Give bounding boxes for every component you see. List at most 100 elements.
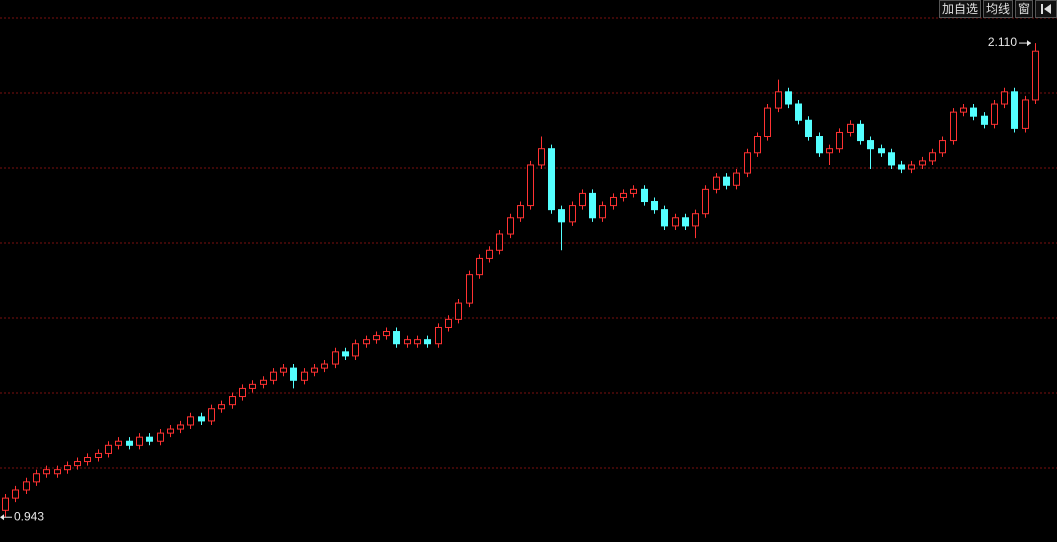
candle-body bbox=[84, 456, 91, 463]
candle-body bbox=[435, 326, 442, 345]
candle-body bbox=[857, 123, 864, 142]
candle-body bbox=[826, 148, 833, 154]
candle-body bbox=[311, 367, 318, 373]
candle-body bbox=[538, 148, 545, 166]
candle-body bbox=[208, 408, 215, 422]
candle-body bbox=[33, 473, 40, 483]
candle-body bbox=[393, 331, 400, 345]
collapse-icon bbox=[1041, 4, 1051, 14]
candle-body bbox=[713, 176, 720, 190]
candle-body bbox=[198, 416, 205, 422]
candle-body bbox=[74, 461, 81, 467]
candle-body bbox=[363, 339, 370, 345]
candle-body bbox=[527, 164, 534, 207]
collapse-button[interactable] bbox=[1035, 0, 1057, 18]
candle-body bbox=[805, 119, 812, 138]
candle-body bbox=[620, 192, 627, 198]
candle-body bbox=[414, 339, 421, 345]
min-arrow-head bbox=[0, 514, 4, 521]
candle-body bbox=[599, 205, 606, 219]
candle-body bbox=[579, 192, 586, 207]
candle-body bbox=[301, 371, 308, 381]
candle-body bbox=[950, 111, 957, 142]
candle-body bbox=[455, 302, 462, 320]
candle-body bbox=[115, 440, 122, 446]
candle-body bbox=[64, 465, 71, 471]
candle-body bbox=[764, 107, 771, 138]
candle-body bbox=[383, 331, 390, 337]
candle-body bbox=[507, 217, 514, 235]
candle-body bbox=[496, 233, 503, 251]
candle-body bbox=[249, 383, 256, 389]
candle-body bbox=[785, 91, 792, 105]
candle-body bbox=[270, 371, 277, 381]
candle-body bbox=[919, 160, 926, 166]
candle-body bbox=[146, 436, 153, 442]
candle-body bbox=[486, 249, 493, 259]
candle-body bbox=[1001, 91, 1008, 105]
candle-body bbox=[641, 188, 648, 203]
candle-body bbox=[136, 436, 143, 446]
candle-body bbox=[1011, 91, 1018, 129]
candle-body bbox=[816, 136, 823, 154]
candle-body bbox=[23, 481, 30, 491]
candle-body bbox=[888, 152, 895, 166]
candle-body bbox=[692, 213, 699, 227]
candle-body bbox=[157, 432, 164, 442]
max-arrow-head bbox=[1027, 40, 1031, 47]
window-button[interactable]: 窗 bbox=[1014, 0, 1033, 18]
candle-body bbox=[404, 339, 411, 345]
candle-body bbox=[991, 103, 998, 125]
candle-body bbox=[187, 416, 194, 426]
candle-body bbox=[651, 201, 658, 211]
candle-body bbox=[960, 107, 967, 113]
candle-body bbox=[702, 188, 709, 215]
candle-body bbox=[321, 363, 328, 369]
candle-body bbox=[105, 444, 112, 454]
candle-body bbox=[54, 469, 61, 475]
candle-body bbox=[682, 217, 689, 227]
candle-body bbox=[630, 188, 637, 194]
add-watchlist-button[interactable]: 加自选 bbox=[938, 0, 981, 18]
candle-body bbox=[43, 469, 50, 475]
candle-body bbox=[847, 123, 854, 133]
min-label: 0.943 bbox=[14, 509, 44, 523]
candle-body bbox=[95, 452, 102, 458]
candle-body bbox=[476, 257, 483, 276]
candle-body bbox=[1032, 50, 1039, 101]
candle-body bbox=[867, 140, 874, 150]
candle-body bbox=[218, 404, 225, 410]
candle-body bbox=[239, 387, 246, 398]
candle-body bbox=[661, 209, 668, 227]
candle-body bbox=[589, 192, 596, 219]
candle-body bbox=[424, 339, 431, 345]
candle-body bbox=[332, 351, 339, 365]
candle-body bbox=[908, 164, 915, 170]
candle-body bbox=[466, 274, 473, 304]
candle-body bbox=[836, 131, 843, 150]
max-label: 2.110 bbox=[988, 35, 1017, 49]
candle-body bbox=[229, 396, 236, 406]
candle-body bbox=[733, 172, 740, 186]
candle-body bbox=[126, 440, 133, 446]
candle-body bbox=[517, 205, 524, 219]
candle-body bbox=[1022, 99, 1029, 129]
candle-body bbox=[610, 196, 617, 207]
candle-body bbox=[744, 152, 751, 174]
candle-body bbox=[970, 107, 977, 117]
toolbar: 加自选 均线 窗 bbox=[938, 0, 1057, 18]
candle-body bbox=[981, 115, 988, 125]
candle-body bbox=[290, 367, 297, 381]
candle-body bbox=[723, 176, 730, 186]
candle-body bbox=[929, 152, 936, 162]
candle-body bbox=[558, 209, 565, 223]
candle-body bbox=[548, 148, 555, 211]
candle-body bbox=[445, 318, 452, 328]
candle-body bbox=[373, 335, 380, 341]
moving-average-button[interactable]: 均线 bbox=[982, 0, 1013, 18]
candle-body bbox=[280, 367, 287, 373]
candle-body bbox=[2, 497, 9, 511]
candle-body bbox=[352, 343, 359, 357]
